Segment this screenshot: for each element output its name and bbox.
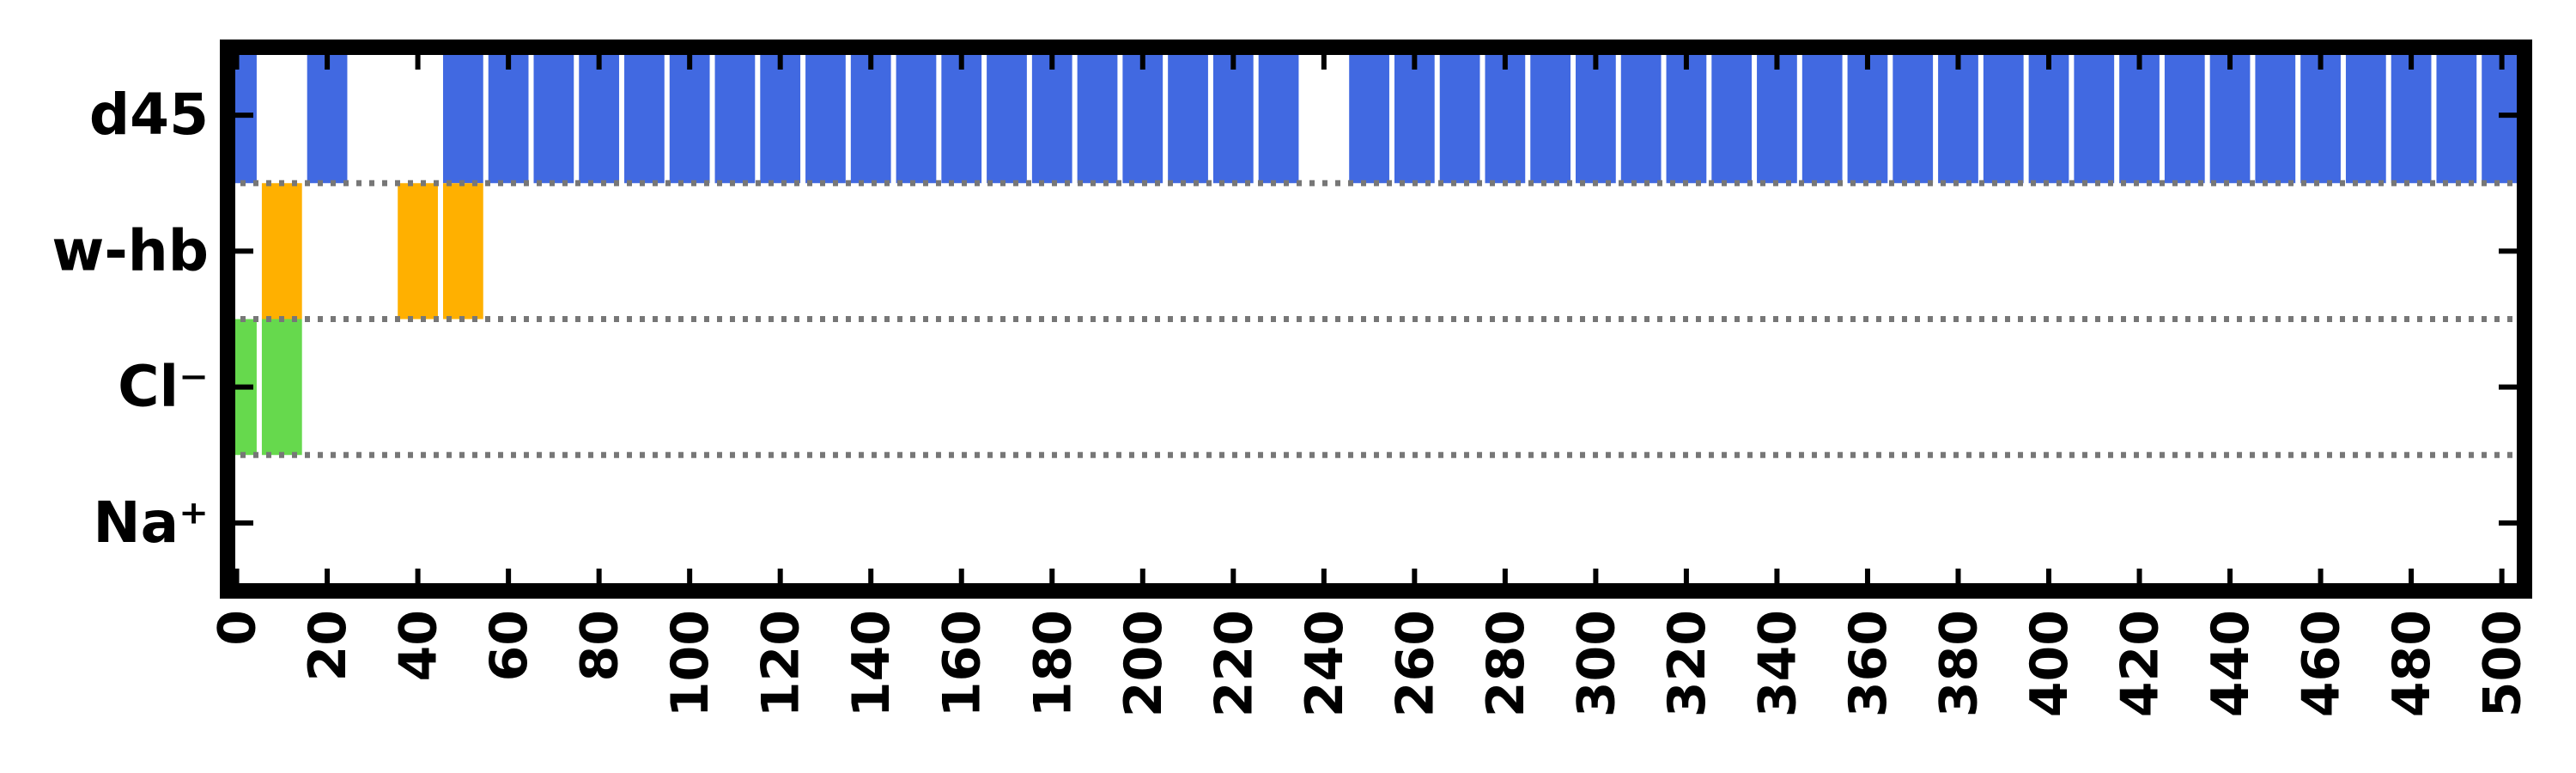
row-label-na: Na⁺ — [93, 490, 209, 556]
bar-d45-430 — [2164, 47, 2205, 184]
row-label-w-hb: w-hb — [52, 217, 209, 283]
x-tick-label: 260 — [1385, 610, 1445, 717]
bar-d45-320 — [1666, 47, 1707, 184]
bar-d45-330 — [1711, 47, 1753, 184]
bar-d45-110 — [714, 47, 756, 184]
bar-d45-180 — [1031, 47, 1072, 184]
plot-frame — [220, 40, 2532, 599]
x-tick-label: 340 — [1747, 610, 1807, 717]
bar-d45-280 — [1485, 47, 1526, 184]
row-separators — [228, 180, 2524, 459]
bar-d45-250 — [1349, 47, 1389, 184]
bar-d45-50 — [442, 47, 483, 184]
bar-d45-160 — [941, 47, 982, 184]
bar-whb-50 — [442, 183, 483, 320]
bar-d45-60 — [488, 47, 529, 184]
bar-d45-220 — [1212, 47, 1254, 184]
x-tick-label: 480 — [2382, 610, 2442, 717]
bar-d45-140 — [850, 47, 891, 184]
bar-d45-420 — [2119, 47, 2160, 184]
bar-d45-480 — [2391, 47, 2432, 184]
bar-d45-340 — [1757, 47, 1797, 184]
x-tick-label: 240 — [1295, 610, 1355, 717]
bar-d45-200 — [1122, 47, 1163, 184]
bar-d45-90 — [624, 47, 665, 184]
x-tick-label: 420 — [2111, 610, 2171, 717]
bar-d45-20 — [307, 47, 348, 184]
x-tick-label: 40 — [389, 610, 449, 682]
bar-whb-10 — [261, 183, 302, 320]
x-tick-label: 460 — [2292, 610, 2352, 717]
x-tick-label: 280 — [1476, 610, 1536, 717]
bar-d45-490 — [2436, 47, 2477, 184]
bar-d45-270 — [1439, 47, 1480, 184]
bar-d45-190 — [1077, 47, 1118, 184]
bars-layer — [228, 47, 2522, 455]
bar-d45-150 — [896, 47, 937, 184]
bar-d45-390 — [1983, 47, 2024, 184]
x-tick-label: 380 — [1929, 610, 1989, 717]
x-tick-labels: 0 20 40 60 80 100 120 140 160 180 200 220 240 260 280 3… — [208, 610, 2533, 717]
x-tick-label: 100 — [660, 610, 720, 717]
bar-d45-290 — [1530, 47, 1571, 184]
bar-d45-100 — [669, 47, 710, 184]
bar-d45-450 — [2255, 47, 2296, 184]
x-tick-label: 400 — [2020, 610, 2080, 717]
x-tick-label: 80 — [570, 610, 630, 682]
bar-cl-10 — [261, 319, 302, 455]
bar-d45-310 — [1620, 47, 1662, 184]
x-tick-label: 140 — [841, 610, 902, 717]
bar-d45-130 — [805, 47, 846, 184]
bar-d45-410 — [2074, 47, 2115, 184]
x-tick-label: 320 — [1657, 610, 1717, 717]
bar-d45-460 — [2300, 47, 2341, 184]
bar-d45-380 — [1938, 47, 1978, 184]
x-tick-label: 500 — [2473, 610, 2533, 717]
bar-d45-360 — [1847, 47, 1888, 184]
bar-d45-70 — [533, 47, 574, 184]
bar-d45-120 — [760, 47, 801, 184]
x-tick-label: 60 — [479, 610, 539, 682]
x-tick-label: 160 — [933, 610, 993, 717]
row-label-d45: d45 — [89, 82, 209, 148]
x-tick-label: 360 — [1838, 610, 1899, 717]
bar-d45-440 — [2209, 47, 2251, 184]
bar-d45-400 — [2028, 47, 2069, 184]
bar-d45-230 — [1258, 47, 1299, 184]
bar-d45-210 — [1168, 47, 1208, 184]
x-tick-label: 200 — [1114, 610, 1174, 717]
x-tick-label: 220 — [1204, 610, 1264, 717]
bar-d45-470 — [2345, 47, 2386, 184]
row-label-cl: Cl⁻ — [118, 354, 209, 420]
bar-d45-350 — [1801, 47, 1843, 184]
x-tick-label: 120 — [751, 610, 811, 717]
bar-d45-80 — [579, 47, 620, 184]
bar-d45-300 — [1576, 47, 1616, 184]
x-tick-label: 0 — [208, 610, 268, 646]
bar-d45-170 — [987, 47, 1027, 184]
bar-d45-260 — [1394, 47, 1435, 184]
x-tick-label: 440 — [2201, 610, 2261, 717]
bar-whb-40 — [398, 183, 438, 320]
x-tick-label: 20 — [298, 610, 358, 682]
bar-d45-370 — [1893, 47, 1934, 184]
x-tick-label: 300 — [1566, 610, 1626, 717]
x-tick-label: 180 — [1023, 610, 1083, 717]
